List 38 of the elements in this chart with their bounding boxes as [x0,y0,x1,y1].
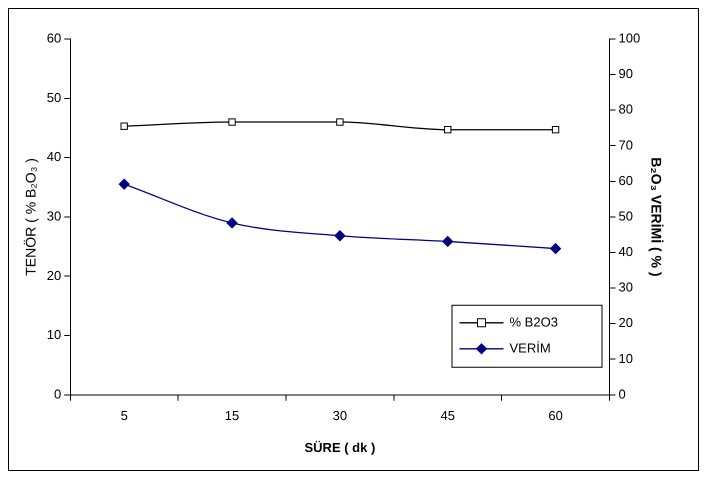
y2-tick-label: 50 [618,208,633,224]
point [552,126,560,134]
point [118,178,130,190]
point [120,122,128,130]
y-tick-label: 40 [46,149,62,164]
y2-tick-label: 60 [618,172,633,188]
x-tick-label: 30 [332,408,348,424]
legend-label: % B2O3 [510,314,558,330]
y-tick-label: 0 [54,386,62,402]
x-tick-label: 5 [120,408,128,424]
y2-tick-label: 80 [618,102,633,117]
x-tick-label: 15 [224,408,240,424]
y-tick-label: 60 [46,30,62,46]
point [228,118,236,126]
y-axis-title: TENÖR ( % B₂O₃ ) [22,158,38,276]
x-axis-title: SÜRE ( dk ) [304,440,376,455]
y2-tick-label: 30 [618,280,633,295]
y-tick-label: 10 [46,327,62,342]
y2-tick-label: 70 [618,137,633,152]
point [444,126,452,134]
y2-tick-label: 100 [618,30,640,46]
y2-tick-label: 0 [618,386,626,402]
y2-axis-title: B₂O₃ VERİMİ ( % ) [648,157,665,277]
y2-tick-label: 10 [618,350,633,366]
y-tick-label: 20 [46,268,62,283]
y2-tick-label: 40 [618,244,633,260]
point [336,118,344,126]
y-tick-label: 30 [46,208,62,224]
point [226,217,238,228]
point [442,236,454,247]
point [550,243,562,254]
x-tick-label: 60 [548,408,563,424]
legend-label: VERİM [510,340,551,356]
y2-tick-label: 90 [618,66,633,82]
x-tick-label: 45 [440,408,455,424]
point [334,230,346,242]
y2-tick-label: 20 [618,315,633,330]
y-tick-label: 50 [46,90,62,105]
